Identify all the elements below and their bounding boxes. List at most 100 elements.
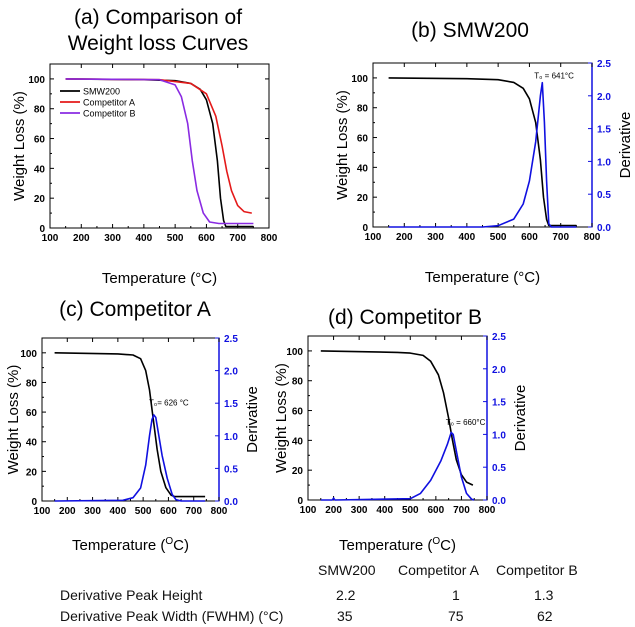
panel-d-y-axis-label: Weight Loss (%) (273, 363, 290, 473)
panel-b-y-tick-label: 20 (357, 193, 369, 204)
panel-c-y-tick-label: 20 (26, 467, 38, 478)
panel-a-x-tick-label: 600 (198, 233, 215, 244)
panel-a-y-tick-label: 80 (34, 105, 46, 116)
panel-a-x-tick-label: 100 (42, 233, 59, 244)
panel-b-y2-tick-label: 1.5 (597, 125, 611, 136)
panel-d-x-tick-label: 500 (402, 505, 419, 516)
panel-b-x-tick-label: 300 (427, 232, 444, 243)
panel-a-x-tick-label: 700 (229, 233, 246, 244)
panel-a-y-tick-label: 100 (28, 75, 45, 86)
panel-c-x-tick-label: 700 (185, 506, 202, 517)
panel-a-series-competitor-b-line (65, 78, 254, 225)
panel-b-frame (372, 62, 593, 228)
panel-a-y-tick-label: 20 (34, 194, 46, 205)
panel-b-y2-tick-label: 2.5 (597, 59, 611, 70)
table-cell: 62 (537, 608, 553, 624)
panel-c-x-tick-label: 800 (211, 506, 228, 517)
table-cell: 1 (452, 587, 460, 603)
panel-d-y2-tick-label: 2.0 (492, 365, 506, 376)
panel-a-series-competitor-a-line (65, 78, 252, 214)
panel-d-y-tick-label: 60 (292, 407, 304, 418)
panel-c-y2-tick-label: 1.0 (224, 432, 238, 443)
panel-c-y-tick-label: 60 (26, 408, 38, 419)
panel-c-x-tick-label: 600 (160, 506, 177, 517)
panel-b-series-derivative-line (388, 81, 577, 228)
panel-c-y2-axis-label: Derivative (244, 386, 261, 453)
panel-b-y-tick-label: 80 (357, 104, 369, 115)
panel-d-y-tick-label: 0 (297, 496, 303, 507)
panel-d-x-tick-label: 100 (300, 505, 317, 516)
panel-c-y2-tick-label: 0.5 (224, 464, 238, 475)
panel-b-x-axis-label: Temperature (°C) (425, 269, 540, 286)
panel-d-peak-annotation: T₀ = 660°C (446, 418, 486, 427)
panel-d-x-tick-label: 600 (428, 505, 445, 516)
panel-c-x-tick-label: 500 (135, 506, 152, 517)
panel-d-x-tick-label: 300 (351, 505, 368, 516)
panel-c-y2-tick-label: 2.5 (224, 334, 238, 345)
panel-c-series-derivative-line (54, 414, 206, 502)
panel-d-y-tick-label: 40 (292, 436, 304, 447)
panel-b-y2-tick-label: 0.5 (597, 190, 611, 201)
panel-a-y-axis-label: Weight Loss (%) (11, 91, 28, 201)
table-cell: 35 (337, 608, 353, 624)
panel-b-y-tick-label: 100 (351, 74, 368, 85)
panel-b-y-tick-label: 40 (357, 163, 369, 174)
table-header-competitor-b: Competitor B (496, 562, 578, 578)
panel-c-y-tick-label: 80 (26, 378, 38, 389)
panel-c-y2-tick-label: 2.0 (224, 367, 238, 378)
table-row-label-peak-width: Derivative Peak Width (FWHM) (°C) (60, 608, 284, 624)
panel-b-y2-tick-label: 2.0 (597, 92, 611, 103)
panel-d-y-tick-label: 20 (292, 466, 304, 477)
panel-d-x-tick-label: 800 (479, 505, 496, 516)
panel-a-y-tick-label: 40 (34, 164, 46, 175)
panel-b-x-tick-label: 200 (396, 232, 413, 243)
panel-c-series-weight-loss-line (54, 352, 206, 498)
panel-b-series-weight-loss-line (388, 77, 577, 227)
panel-a-x-axis-label: Temperature (°C) (102, 270, 217, 287)
panel-b-x-tick-label: 100 (365, 232, 382, 243)
panel-a-x-tick-label: 300 (104, 233, 121, 244)
panel-a-y-tick-label: 60 (34, 135, 46, 146)
panel-c-x-tick-label: 300 (84, 506, 101, 517)
table-header-smw200: SMW200 (318, 562, 376, 578)
panel-b-y-tick-label: 0 (362, 223, 368, 234)
panel-c-y2-tick-label: 0.0 (224, 497, 238, 508)
panel-b-y2-tick-label: 0.0 (597, 223, 611, 234)
panel-d-x-tick-label: 200 (325, 505, 342, 516)
panel-a-y-tick-label: 0 (39, 224, 45, 235)
panel-d-y-tick-label: 80 (292, 377, 304, 388)
panel-c-title: (c) Competitor A (59, 298, 211, 321)
panel-d-y2-tick-label: 0.5 (492, 463, 506, 474)
table-cell: 2.2 (336, 587, 356, 603)
panel-a-title-line1: (a) Comparison of (73, 6, 243, 29)
panel-a-legend-label: Competitor A (83, 98, 135, 108)
panel-b-title: (b) SMW200 (411, 19, 529, 42)
panel-d-y2-tick-label: 1.0 (492, 430, 506, 441)
panel-a-title: (a) Comparison of Weight loss Curves (58, 5, 258, 57)
panel-c-y2-tick-label: 1.5 (224, 399, 238, 410)
panel-c-y-tick-label: 100 (20, 349, 37, 360)
panel-b-x-tick-label: 500 (490, 232, 507, 243)
panel-c-peak-annotation: T₀= 626 °C (149, 399, 189, 408)
panel-a-x-tick-label: 200 (73, 233, 90, 244)
panel-d-y2-tick-label: 2.5 (492, 332, 506, 343)
panel-d-title: (d) Competitor B (327, 306, 483, 329)
panel-d-x-tick-label: 400 (376, 505, 393, 516)
panel-a-x-tick-label: 800 (261, 233, 278, 244)
panel-c-x-tick-label: 100 (34, 506, 51, 517)
panel-b-x-tick-label: 400 (459, 232, 476, 243)
panel-b-y2-axis-label: Derivative (617, 112, 634, 179)
panel-d-x-tick-label: 700 (453, 505, 470, 516)
panel-c-y-tick-label: 40 (26, 438, 38, 449)
table-cell: 75 (448, 608, 464, 624)
panel-c-x-tick-label: 400 (110, 506, 127, 517)
panel-d-y2-tick-label: 1.5 (492, 398, 506, 409)
panel-a-title-line2: Weight loss Curves (67, 32, 249, 55)
panel-b-peak-annotation: T₀ = 641°C (534, 72, 574, 81)
panel-d-y2-axis-label: Derivative (512, 385, 529, 452)
panel-c-x-axis-label: Temperature (OC) (72, 536, 189, 554)
panel-a-x-tick-label: 500 (167, 233, 184, 244)
panel-b-x-tick-label: 800 (584, 232, 601, 243)
